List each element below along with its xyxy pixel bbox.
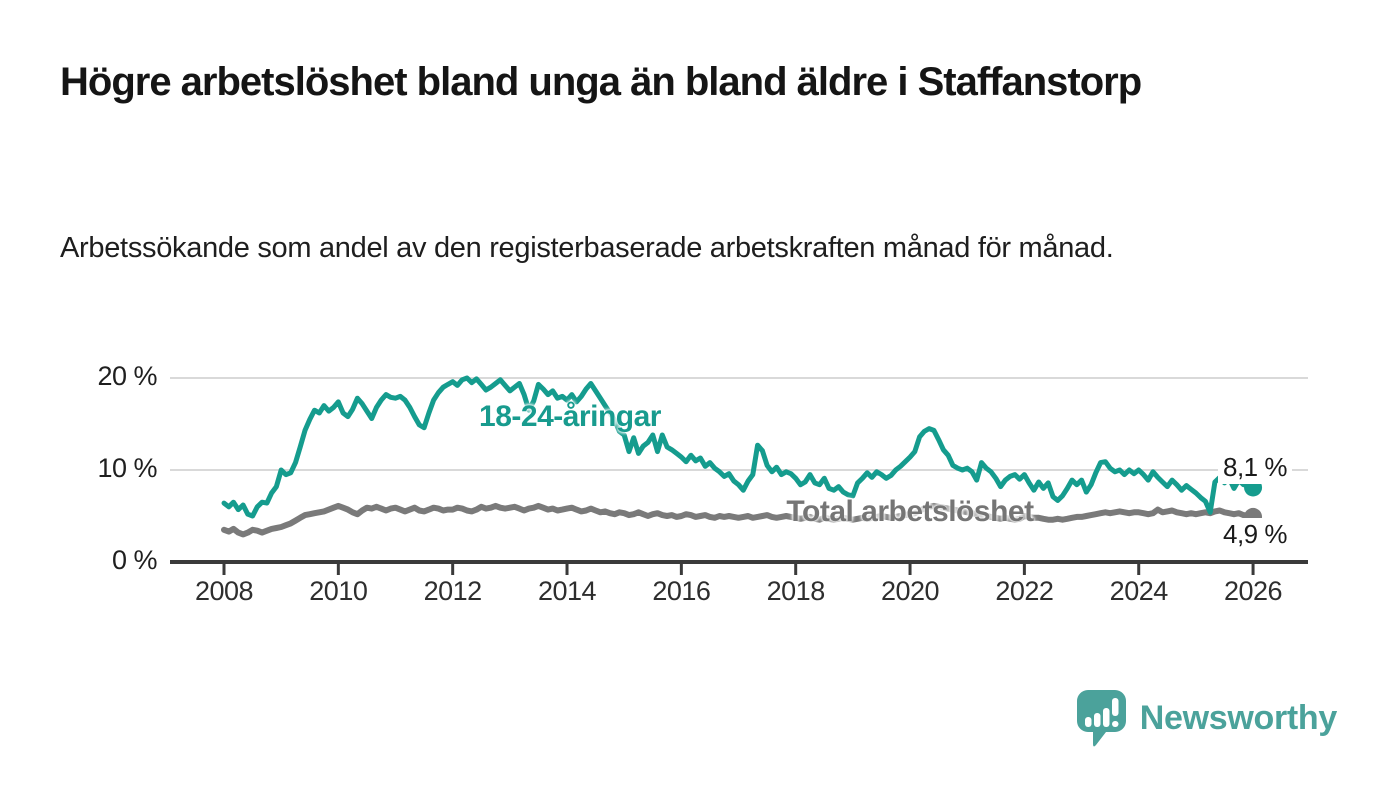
- chart-subtitle: Arbetssökande som andel av den registerb…: [60, 232, 1114, 264]
- page-title: Högre arbetslöshet bland unga än bland ä…: [60, 60, 1142, 104]
- series-label-youth: 18-24-åringar: [479, 400, 661, 433]
- newsworthy-bubble-chart-icon-svg: [1076, 690, 1126, 747]
- youth-unemployment-line: [221, 375, 1256, 519]
- newsworthy-logo: Newsworthy: [1075, 689, 1337, 747]
- y-tick-label-20: 20 %: [97, 361, 157, 391]
- x-tick-label-2024: 2024: [1109, 576, 1169, 606]
- x-tick-label-2014: 2014: [537, 576, 597, 606]
- x-tick-label-2022: 2022: [995, 576, 1054, 606]
- x-tick-label-2008: 2008: [194, 576, 254, 606]
- y-tick-label-0: 0 %: [111, 545, 158, 575]
- x-tick-label-2016: 2016: [652, 576, 711, 606]
- series-label-total: Total arbetslöshet: [786, 495, 1034, 528]
- x-tick-label-2026: 2026: [1224, 576, 1283, 606]
- total-unemployment-line: [221, 502, 1257, 538]
- x-tick-label-2012: 2012: [423, 576, 483, 606]
- end-value-youth: 8,1 %: [1218, 451, 1292, 484]
- end-value-total: 4,9 %: [1218, 518, 1292, 551]
- newsworthy-wordmark: Newsworthy: [1139, 698, 1338, 737]
- x-tick-label-2018: 2018: [766, 576, 826, 606]
- newsworthy-bubble-chart-icon: [1075, 689, 1127, 747]
- x-tick-label-2020: 2020: [880, 576, 940, 606]
- y-tick-label-10: 10 %: [97, 453, 157, 483]
- x-tick-label-2010: 2010: [309, 576, 368, 606]
